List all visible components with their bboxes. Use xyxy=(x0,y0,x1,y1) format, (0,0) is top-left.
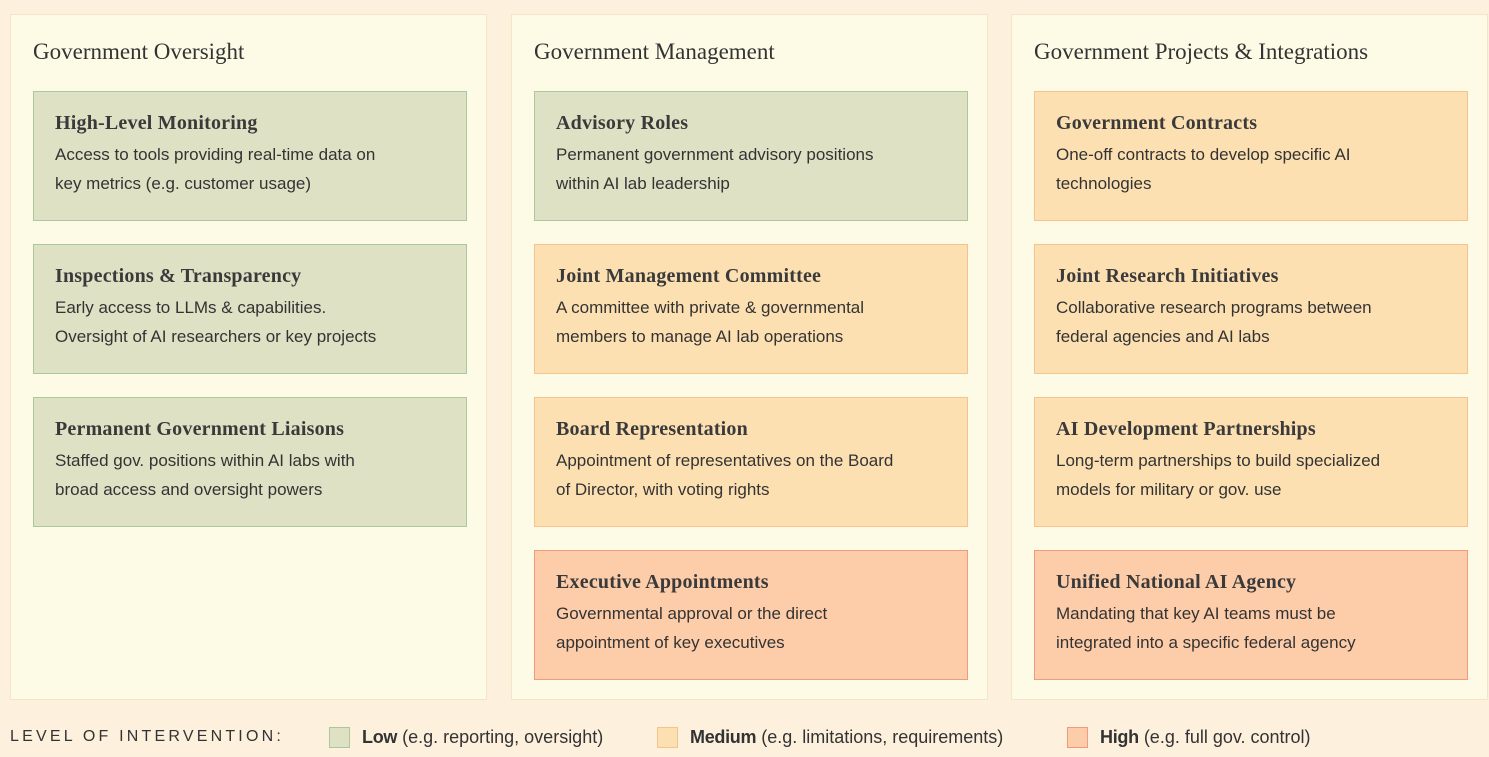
legend-text: (e.g. reporting, oversight) xyxy=(402,727,604,747)
legend-swatch xyxy=(1067,727,1088,748)
card: Joint Management Committee A committee wi… xyxy=(534,244,968,374)
card-title: High-Level Monitoring xyxy=(55,112,258,134)
card-text: models for military or gov. use xyxy=(1056,480,1282,499)
card-text: Collaborative research programs between xyxy=(1056,298,1372,317)
card: Joint Research Initiatives Collaborative … xyxy=(1034,244,1468,374)
legend-name: Medium xyxy=(690,727,757,747)
card-title: Government Contracts xyxy=(1056,112,1258,134)
card: Inspections & Transparency Early access t… xyxy=(33,244,467,374)
card-text: One-off contracts to develop specific AI xyxy=(1056,145,1351,164)
card-text: within AI lab leadership xyxy=(556,174,730,193)
card: Permanent Government Liaisons Staffed gov… xyxy=(33,397,467,527)
card-title: Joint Management Committee xyxy=(556,265,822,287)
legend-swatch xyxy=(657,727,678,748)
column: Government Projects & Integrations Govern… xyxy=(1011,14,1488,700)
column: Government Management Advisory Roles Perma… xyxy=(511,14,988,700)
card-title: Board Representation xyxy=(556,418,748,440)
card-title: AI Development Partnerships xyxy=(1056,418,1316,440)
legend-name: Low xyxy=(362,727,398,747)
card-text: federal agencies and AI labs xyxy=(1056,327,1270,346)
card-title: Executive Appointments xyxy=(556,571,769,593)
card-title: Inspections & Transparency xyxy=(55,265,302,287)
card-text: broad access and oversight powers xyxy=(55,480,323,499)
card-text: technologies xyxy=(1056,174,1152,193)
card-title: Joint Research Initiatives xyxy=(1056,265,1279,287)
card-text: Governmental approval or the direct xyxy=(556,604,828,623)
legend-item: High (e.g. full gov. control) xyxy=(1100,727,1311,748)
card-text: Oversight of AI researchers or key proje… xyxy=(55,327,377,346)
card: AI Development Partnerships Long-term par… xyxy=(1034,397,1468,527)
card-text: integrated into a specific federal agenc… xyxy=(1056,633,1356,652)
card: Board Representation Appointment of repre… xyxy=(534,397,968,527)
card-text: Permanent government advisory positions xyxy=(556,145,874,164)
card-text: appointment of key executives xyxy=(556,633,785,652)
card: Advisory Roles Permanent government advis… xyxy=(534,91,968,221)
legend-item: Medium (e.g. limitations, requirements) xyxy=(690,727,1003,748)
legend-item: Low (e.g. reporting, oversight) xyxy=(362,727,603,748)
column-title: Government Projects & Integrations xyxy=(1034,39,1369,64)
legend-swatch xyxy=(329,727,350,748)
legend-label: LEVEL OF INTERVENTION: xyxy=(10,728,285,745)
card-text: Access to tools providing real-time data… xyxy=(55,145,376,164)
column-title: Government Management xyxy=(534,39,775,64)
card: Government Contracts One-off contracts to… xyxy=(1034,91,1468,221)
column: Government Oversight High-Level Monitorin… xyxy=(10,14,487,700)
card-text: Long-term partnerships to build speciali… xyxy=(1056,451,1381,470)
legend-text: (e.g. full gov. control) xyxy=(1143,727,1311,747)
card-text: Mandating that key AI teams must be xyxy=(1056,604,1336,623)
card-text: Appointment of representatives on the Bo… xyxy=(556,451,894,470)
column-title: Government Oversight xyxy=(33,39,245,64)
card: Unified National AI Agency Mandating that… xyxy=(1034,550,1468,680)
card-text: members to manage AI lab operations xyxy=(556,327,844,346)
legend-text: (e.g. limitations, requirements) xyxy=(761,727,1004,747)
card-text: Staffed gov. positions within AI labs wi… xyxy=(55,451,355,470)
card-text: Early access to LLMs & capabilities. xyxy=(55,298,327,317)
card-text: A committee with private & governmental xyxy=(556,298,865,317)
legend-name: High xyxy=(1100,727,1139,747)
card-text: of Director, with voting rights xyxy=(556,480,770,499)
card-title: Unified National AI Agency xyxy=(1056,571,1297,593)
card-text: key metrics (e.g. customer usage) xyxy=(55,174,312,193)
card-title: Permanent Government Liaisons xyxy=(55,418,345,440)
card: Executive Appointments Governmental appro… xyxy=(534,550,968,680)
card: High-Level Monitoring Access to tools pro… xyxy=(33,91,467,221)
card-title: Advisory Roles xyxy=(556,112,689,134)
